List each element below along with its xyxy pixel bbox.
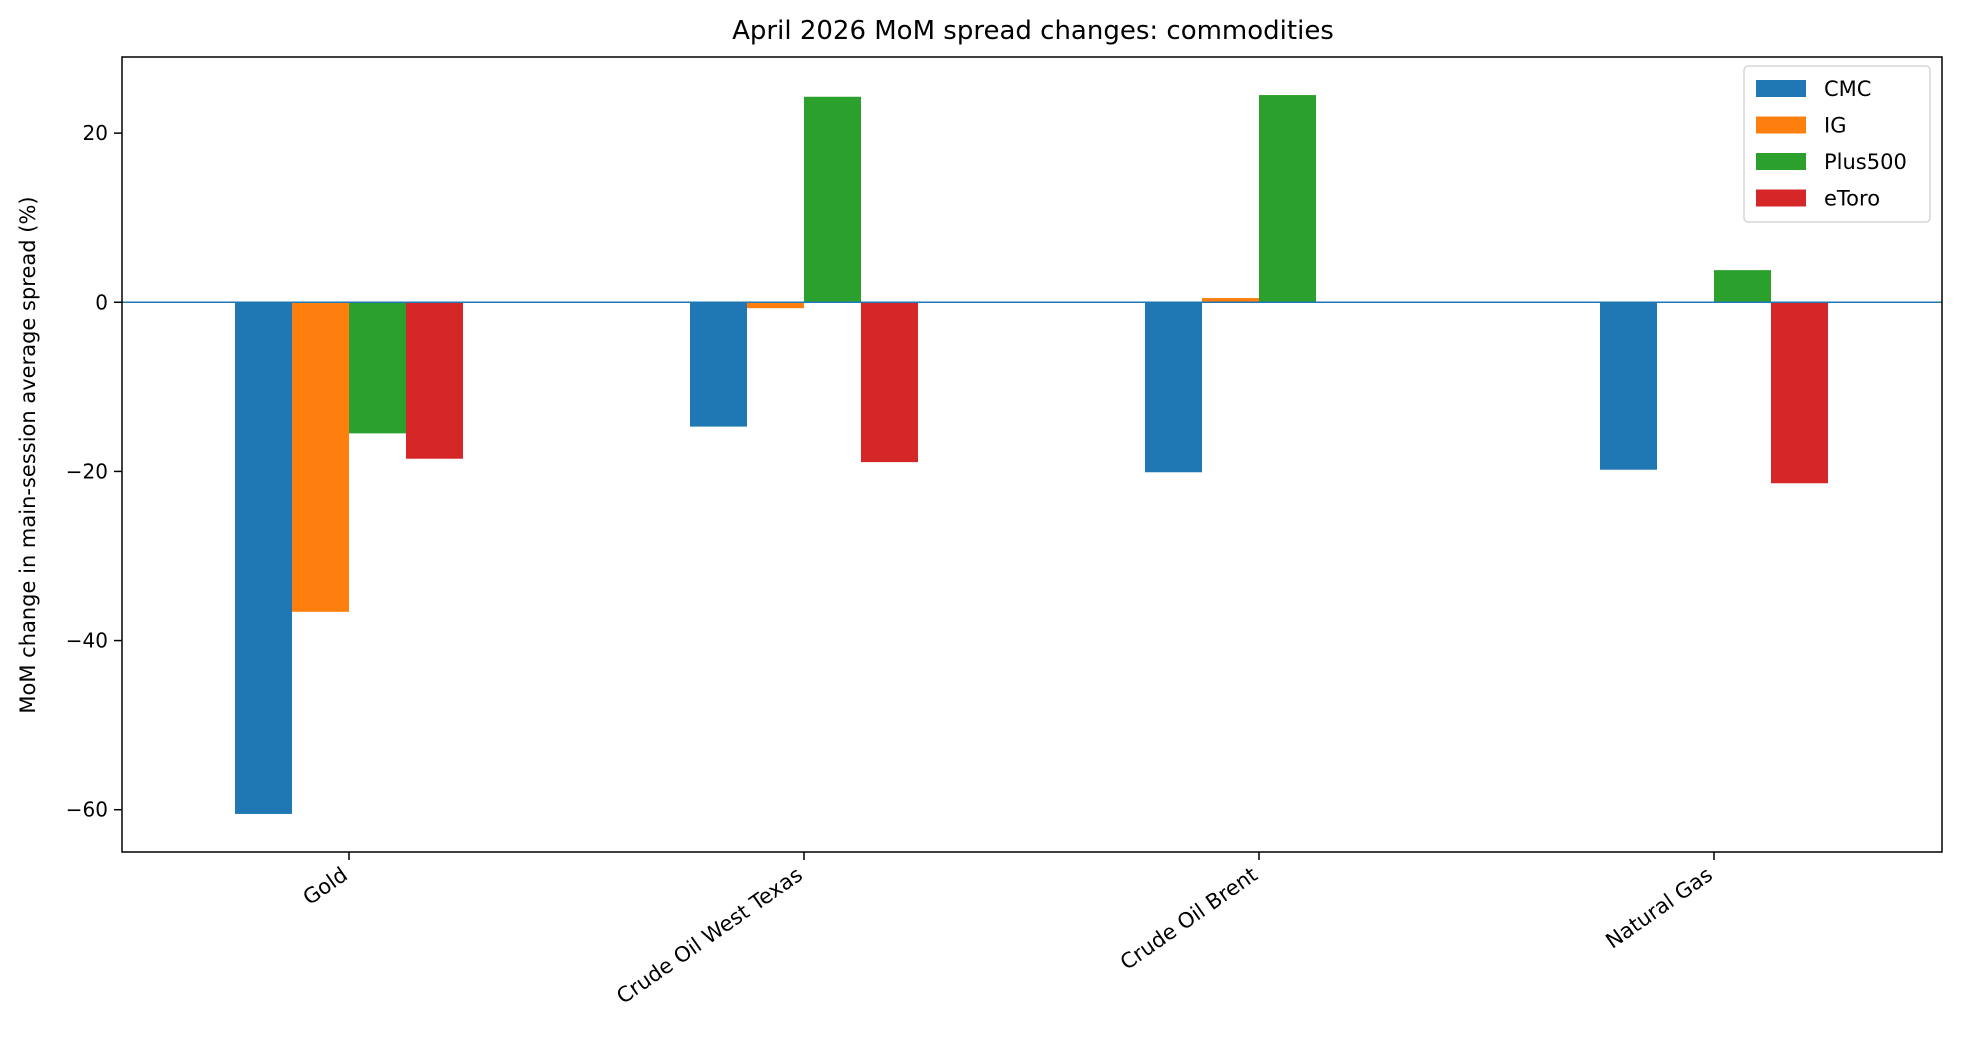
legend-label-cmc: CMC xyxy=(1824,77,1871,101)
bar-cmc-crude-oil-brent xyxy=(1145,302,1202,473)
x-tick-label: Gold xyxy=(299,862,352,909)
x-tick-label: Natural Gas xyxy=(1601,862,1717,953)
bar-cmc-gold xyxy=(235,302,292,814)
legend-swatch-etoro xyxy=(1756,189,1806,207)
bar-plus500-natural-gas xyxy=(1714,270,1771,303)
bar-plus500-crude-oil-brent xyxy=(1259,95,1316,303)
legend: CMC IG Plus500 eToro xyxy=(1743,65,1931,223)
bars-group xyxy=(235,95,1828,814)
bar-plus500-crude-oil-west-texas xyxy=(804,96,861,303)
bar-ig-crude-oil-brent xyxy=(1202,298,1259,303)
y-axis-ticks: −60 −40 −20 0 20 xyxy=(66,121,122,822)
legend-label-plus500: Plus500 xyxy=(1824,150,1907,174)
bar-cmc-crude-oil-west-texas xyxy=(690,302,747,427)
y-tick-label: −20 xyxy=(66,459,108,483)
x-axis-ticks: Gold Crude Oil West Texas Crude Oil Brent N… xyxy=(299,852,1717,1009)
legend-swatch-cmc xyxy=(1756,80,1806,97)
y-tick-label: −40 xyxy=(66,629,108,653)
y-tick-label: 20 xyxy=(83,121,108,145)
bar-cmc-natural-gas xyxy=(1600,302,1657,470)
chart-title: April 2026 MoM spread changes: commoditi… xyxy=(732,16,1334,46)
y-axis-label: MoM change in main-session average sprea… xyxy=(16,196,40,713)
bar-etoro-gold xyxy=(406,302,463,459)
plot-frame xyxy=(121,56,1943,853)
legend-box xyxy=(1743,65,1931,223)
legend-label-ig: IG xyxy=(1824,114,1846,138)
legend-label-etoro: eToro xyxy=(1824,187,1880,211)
bar-etoro-crude-oil-west-texas xyxy=(861,302,918,463)
legend-swatch-plus500 xyxy=(1756,153,1806,170)
legend-swatch-ig xyxy=(1756,116,1806,134)
bar-etoro-natural-gas xyxy=(1771,302,1828,484)
x-tick-label: Crude Oil Brent xyxy=(1116,862,1262,974)
y-tick-label: −60 xyxy=(66,798,108,822)
bar-plus500-gold xyxy=(349,302,406,434)
y-tick-label: 0 xyxy=(95,290,108,314)
bar-ig-crude-oil-west-texas xyxy=(747,302,804,309)
x-tick-label: Crude Oil West Texas xyxy=(612,862,807,1008)
bar-ig-gold xyxy=(292,302,349,612)
